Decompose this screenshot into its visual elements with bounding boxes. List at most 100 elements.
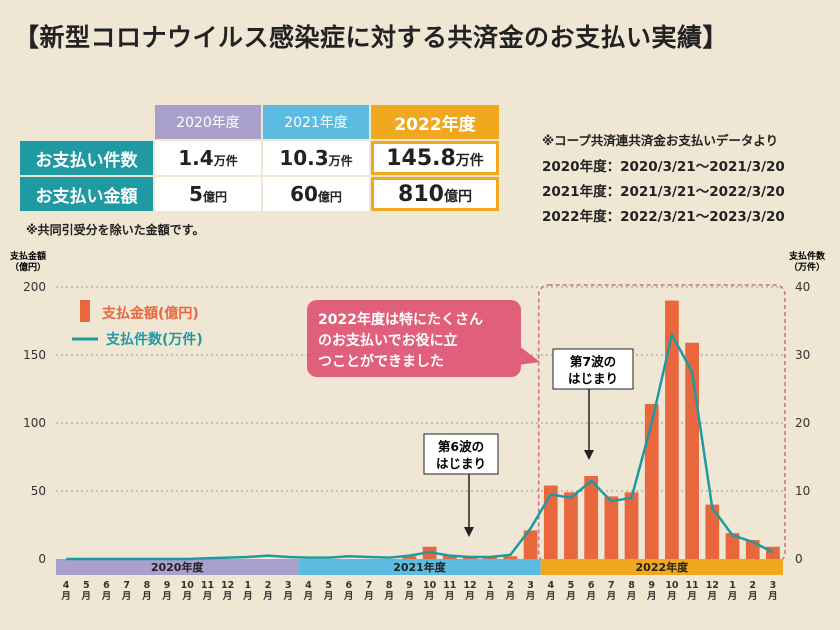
month-label: 10 月	[665, 580, 679, 602]
wave7-annotation-text: 第7波の	[570, 354, 616, 369]
bar-amount	[564, 492, 578, 559]
left-tick-label: 50	[31, 484, 46, 498]
month-label: 11 月	[201, 580, 214, 602]
wave7-annotation-text: はじまり	[568, 371, 618, 386]
month-label: 12 月	[221, 580, 234, 602]
cell-count-2021: 10.3万件	[263, 141, 369, 175]
highlight-2022-box	[537, 284, 786, 564]
bar-amount	[604, 496, 619, 559]
month-label: 12 月	[463, 580, 476, 602]
year-header-2022: 2022年度	[371, 105, 499, 139]
bar-amount	[705, 504, 720, 559]
left-axis-unit: （億円）	[10, 261, 46, 273]
callout-text: つことができました	[318, 353, 444, 370]
fiscal-year-label: 2022年度	[636, 560, 690, 574]
fiscal-year-band	[298, 559, 541, 575]
bar-amount	[402, 556, 417, 559]
bar-amount	[483, 557, 498, 559]
right-tick-label: 40	[795, 280, 810, 294]
month-label: 12 月	[706, 580, 719, 602]
bar-amount	[442, 554, 457, 559]
fiscal-year-band	[56, 559, 299, 575]
wave6-annotation-text: 第6波の	[438, 439, 484, 454]
year-header-2021: 2021年度	[263, 105, 369, 139]
right-axis-unit: （万件）	[789, 261, 825, 273]
row-header-count: お支払い件数	[20, 141, 153, 175]
period-2022: 2022年度：2022/3/21〜2023/3/20	[542, 209, 785, 225]
bar-amount	[665, 300, 679, 559]
year-header-2020: 2020年度	[155, 105, 261, 139]
fiscal-year-label: 2021年度	[393, 560, 447, 574]
callout-text: 2022年度は特にたくさん	[318, 311, 483, 328]
legend-bar-label: 支払金額(億円)	[101, 305, 199, 322]
summary-table: 2020年度 2021年度 2022年度 お支払い件数 1.4万件 10.3万件…	[18, 103, 501, 213]
month-label: 10 月	[181, 580, 195, 602]
bar-amount	[463, 557, 477, 559]
cell-count-2020: 1.4万件	[155, 141, 261, 175]
month-label: 11 月	[443, 580, 456, 602]
line-count	[66, 333, 774, 561]
period-2021: 2021年度：2021/3/21〜2022/3/20	[542, 184, 785, 200]
bar-amount	[503, 556, 518, 559]
bar-amount	[523, 530, 538, 559]
bar-amount	[543, 485, 558, 559]
fiscal-year-band	[540, 559, 783, 575]
right-tick-label: 20	[795, 416, 810, 430]
right-axis-title: 支払件数	[788, 250, 826, 262]
fiscal-year-label: 2020年度	[151, 560, 205, 574]
month-label: 10 月	[423, 580, 437, 602]
wave7-annotation-arrow-head	[584, 450, 594, 460]
cell-amount-2021: 60億円	[263, 177, 369, 211]
callout-bubble	[307, 300, 521, 377]
legend-line-label: 支払件数(万件)	[105, 331, 203, 348]
bar-amount	[584, 476, 599, 559]
bar-amount	[725, 533, 740, 559]
cell-amount-2022: 810億円	[371, 177, 499, 211]
right-tick-label: 0	[795, 552, 803, 566]
legend-bar-swatch	[80, 300, 90, 322]
wave6-annotation-text: はじまり	[436, 456, 486, 471]
bar-amount	[624, 492, 639, 559]
left-axis-title: 支払金額	[9, 250, 46, 262]
page-title: 【新型コロナウイルス感染症に対する共済金のお支払い実績】	[14, 23, 729, 52]
period-2020: 2020年度：2020/3/21〜2021/3/20	[542, 159, 785, 175]
bar-amount	[644, 403, 659, 559]
left-tick-label: 0	[38, 552, 46, 566]
left-tick-label: 150	[23, 348, 46, 362]
row-header-amount: お支払い金額	[20, 177, 153, 211]
callout-pointer	[518, 345, 540, 365]
summary-note: ※共同引受分を除いた金額です。	[26, 223, 205, 237]
left-tick-label: 200	[23, 280, 46, 294]
wave7-annotation-box	[552, 348, 634, 390]
wave6-annotation-arrow-head	[464, 527, 474, 537]
left-tick-label: 100	[23, 416, 46, 430]
source-note: ※コープ共済連共済金お支払いデータより	[542, 133, 779, 148]
callout-text: のお支払いでお役に立	[318, 332, 458, 349]
